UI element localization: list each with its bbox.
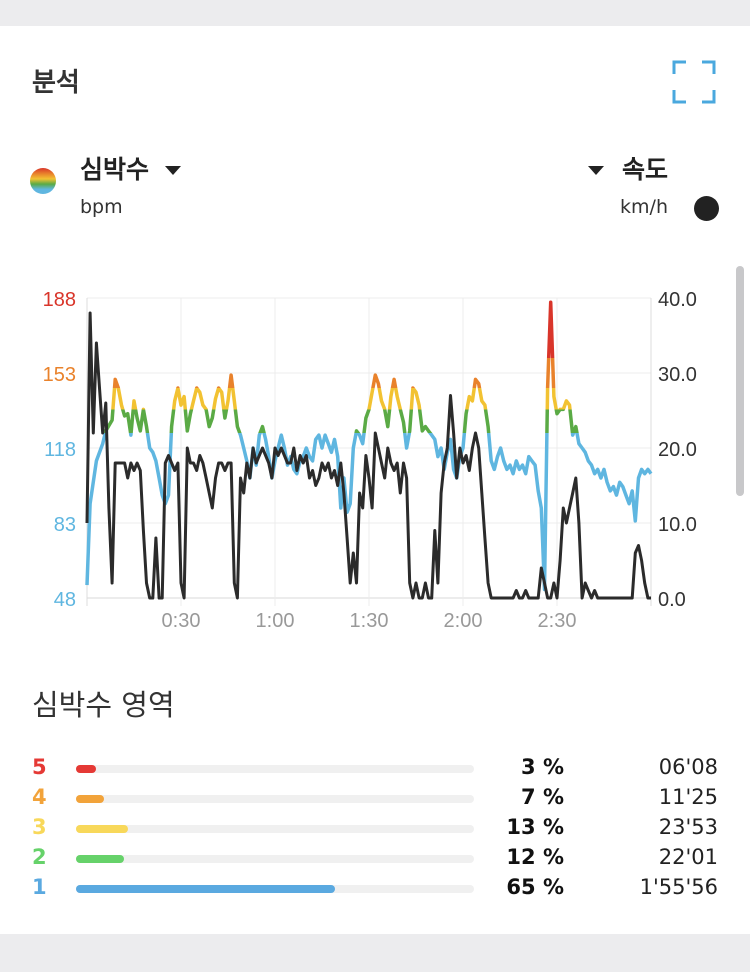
left-metric-name: 심박수 xyxy=(80,155,150,184)
zones-title: 심박수 영역 xyxy=(32,688,175,722)
left-tick-label: 83 xyxy=(54,514,76,536)
zone-time: 23'53 xyxy=(658,815,718,839)
zone-bar-track xyxy=(76,885,474,893)
chevron-down-icon xyxy=(165,166,182,175)
zone-bar-track xyxy=(76,795,474,803)
zone-number: 3 xyxy=(32,815,47,839)
zone-bar-fill xyxy=(76,855,124,863)
zone-time: 1'55'56 xyxy=(639,875,718,899)
zone-percent: 12 % xyxy=(506,845,564,869)
right-tick-label: 0.0 xyxy=(658,589,686,611)
zone-percent: 13 % xyxy=(506,815,564,839)
analysis-card xyxy=(0,26,750,934)
zone-row: 2 12 % 22'01 xyxy=(0,845,750,875)
right-metric-name: 속도 xyxy=(621,155,668,184)
expand-icon xyxy=(672,60,716,104)
fullscreen-button[interactable] xyxy=(672,60,716,104)
left-tick-label: 48 xyxy=(54,589,76,611)
right-tick-label: 40.0 xyxy=(658,289,697,311)
zone-percent: 65 % xyxy=(506,875,564,899)
zone-percent: 7 % xyxy=(521,785,564,809)
heart-rate-line xyxy=(85,300,653,592)
left-tick-label: 188 xyxy=(43,289,76,311)
zone-bar-fill xyxy=(76,765,96,773)
zone-row: 4 7 % 11'25 xyxy=(0,785,750,815)
speed-line xyxy=(85,311,651,600)
right-tick-label: 30.0 xyxy=(658,364,697,386)
x-tick-label: 0:30 xyxy=(162,610,201,632)
zone-number: 4 xyxy=(32,785,47,809)
right-tick-label: 20.0 xyxy=(658,439,697,461)
left-metric-selector[interactable]: 심박수 bpm xyxy=(80,150,182,218)
zone-number: 5 xyxy=(32,755,47,779)
zone-bar-track xyxy=(76,825,474,833)
right-tick-label: 10.0 xyxy=(658,514,697,536)
zone-row: 3 13 % 23'53 xyxy=(0,815,750,845)
zone-number: 2 xyxy=(32,845,47,869)
zone-bar-fill xyxy=(76,825,128,833)
left-metric-unit: bpm xyxy=(80,196,123,218)
zone-time: 22'01 xyxy=(658,845,718,869)
zone-row: 5 3 % 06'08 xyxy=(0,755,750,785)
zone-bar-fill xyxy=(76,795,104,803)
left-tick-label: 153 xyxy=(43,364,76,386)
heart-rate-color-icon xyxy=(30,168,56,194)
x-tick-label: 1:00 xyxy=(256,610,295,632)
section-title: 분석 xyxy=(32,68,80,98)
zone-time: 11'25 xyxy=(658,785,718,809)
zone-bar-track xyxy=(76,855,474,863)
x-tick-label: 1:30 xyxy=(350,610,389,632)
left-tick-label: 118 xyxy=(44,439,76,461)
zone-row: 1 65 % 1'55'56 xyxy=(0,875,750,905)
speed-color-icon xyxy=(694,196,719,221)
zone-bar-fill xyxy=(76,885,335,893)
zone-number: 1 xyxy=(32,875,47,899)
zone-bar-track xyxy=(76,765,474,773)
analysis-chart: 188 40.0 153 30.0 118 20.0 83 10.0 48 0.0 0:30 1:00… xyxy=(43,289,697,632)
scrollbar[interactable] xyxy=(736,266,744,496)
x-tick-label: 2:00 xyxy=(444,610,483,632)
right-metric-selector[interactable]: 속도 km/h xyxy=(587,150,668,218)
chevron-down-icon xyxy=(587,166,604,175)
zone-percent: 3 % xyxy=(521,755,564,779)
x-tick-label: 2:30 xyxy=(538,610,577,632)
zone-time: 06'08 xyxy=(658,755,718,779)
right-metric-unit: km/h xyxy=(620,196,668,218)
